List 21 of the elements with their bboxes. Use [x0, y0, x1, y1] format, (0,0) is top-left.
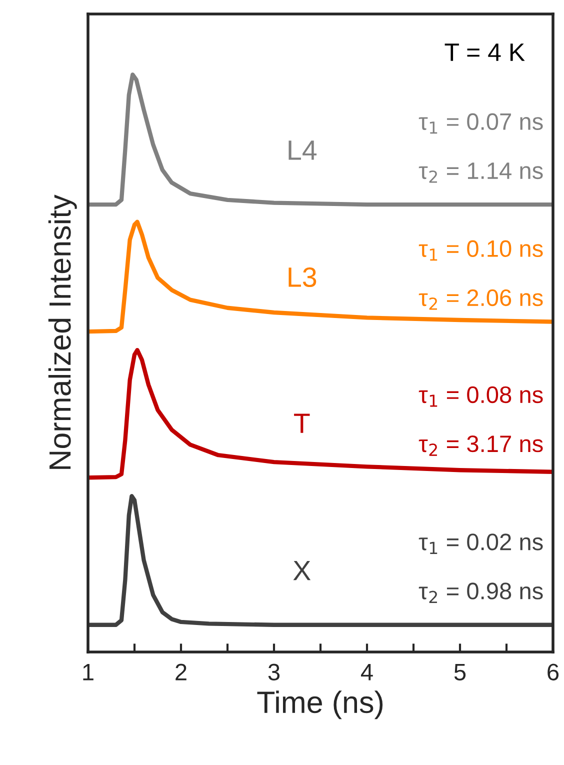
- annotation: τ$_{2}$ = 1.14 ns: [418, 162, 543, 183]
- x-tick-label: 1: [83, 664, 94, 680]
- annotation: τ$_{1}$ = 0.07 ns: [418, 113, 543, 134]
- series-label: T: [294, 414, 310, 433]
- x-tick-label: 3: [268, 664, 280, 680]
- x-tick-label: 2: [176, 664, 186, 680]
- x-tick-label: 5: [454, 664, 466, 680]
- series-label: L4: [288, 140, 317, 160]
- text: T = 4 K: [444, 44, 525, 61]
- series-label: X: [293, 560, 311, 580]
- x-tick-label: 6: [548, 664, 559, 680]
- series-label: L3: [288, 267, 316, 288]
- annotation: τ$_{2}$ = 3.17 ns: [418, 435, 543, 456]
- annotation: τ$_{2}$ = 0.98 ns: [418, 582, 543, 604]
- annotation: τ$_{2}$ = 2.06 ns: [418, 289, 543, 310]
- x-tick-label: 4: [360, 664, 373, 680]
- annotation: τ$_{1}$ = 0.02 ns: [418, 534, 543, 554]
- y-axis-title: Normalized Intensity: [48, 194, 77, 469]
- x-axis-title: Time (ns): [257, 690, 383, 720]
- annotation: τ$_{1}$ = 0.08 ns: [418, 386, 543, 407]
- annotation: τ$_{1}$ = 0.10 ns: [418, 240, 543, 261]
